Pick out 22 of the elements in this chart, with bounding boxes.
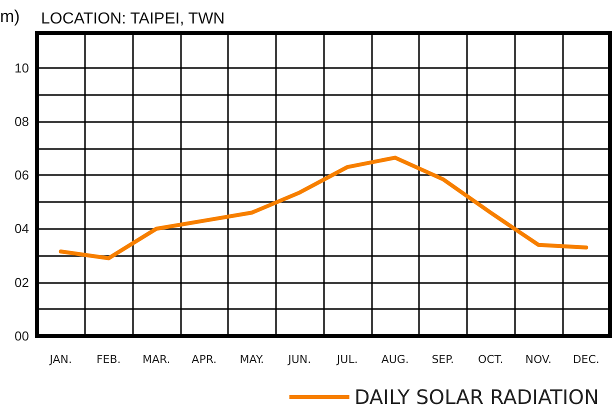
y-tick-label: 04 [14, 221, 29, 236]
x-tick-label: FEB. [96, 353, 121, 366]
y-tick-label: 10 [14, 60, 29, 76]
x-tick-label: APR. [192, 353, 217, 366]
x-tick-label: JAN. [48, 353, 72, 366]
chart-title: LOCATION: TAIPEI, TWN [41, 10, 225, 28]
y-tick-label: 08 [14, 114, 29, 129]
x-tick-label: NOV. [525, 353, 552, 366]
legend-label: DAILY SOLAR RADIATION [354, 385, 600, 409]
x-tick-label: AUG. [381, 353, 409, 366]
y-tick-label: 00 [14, 328, 29, 344]
y-axis-title: m) [0, 7, 20, 26]
x-tick-label: DEC. [572, 353, 600, 366]
x-tick-label: JUN. [287, 353, 312, 366]
line-series [58, 156, 588, 260]
x-tick-label: MAR. [142, 353, 170, 366]
y-tick-label: 06 [14, 168, 29, 183]
x-tick-label: MAY. [240, 353, 264, 366]
x-tick-label: OCT. [478, 353, 504, 366]
x-tick-label: SEP. [432, 353, 454, 366]
x-tick-label: JUL. [336, 353, 358, 366]
y-tick-label: 02 [14, 274, 29, 290]
